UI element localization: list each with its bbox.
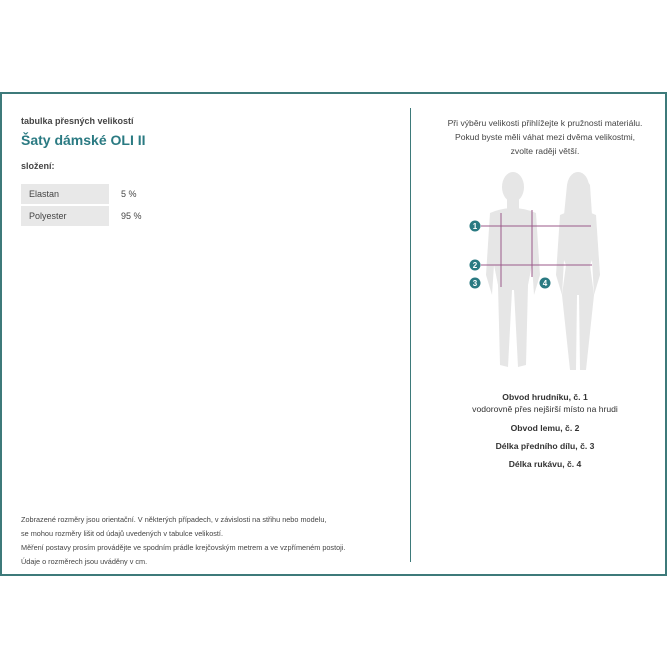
measure-title: Obvod lemu, č. 2 bbox=[510, 423, 580, 433]
measurement-legend: Obvod hrudníku, č. 1 vodorovně přes nejš… bbox=[425, 392, 665, 477]
male-silhouette bbox=[486, 172, 540, 367]
size-chart-frame bbox=[0, 92, 667, 576]
svg-text:4: 4 bbox=[543, 279, 548, 288]
size-hint: Při výběru velikosti přihlížejte k pružn… bbox=[425, 116, 665, 158]
svg-text:2: 2 bbox=[473, 261, 478, 270]
hint-line: zvolte raději větší. bbox=[510, 146, 580, 156]
marker-1: 1 bbox=[469, 220, 481, 232]
note-line: Údaje o rozměrech jsou uváděny v cm. bbox=[21, 557, 148, 566]
percent: 5 % bbox=[121, 189, 137, 199]
hint-line: Při výběru velikosti přihlížejte k pružn… bbox=[447, 118, 643, 128]
measurement-lines bbox=[481, 210, 592, 287]
female-silhouette bbox=[556, 172, 600, 370]
hint-line: Pokud byste měli váhat mezi dvěma veliko… bbox=[454, 132, 636, 142]
disclaimer: Zobrazené rozměry jsou orientační. V něk… bbox=[21, 513, 345, 569]
measure-desc: vodorovně přes nejširší místo na hrudi bbox=[472, 404, 618, 414]
body-measurement-figure: 1 2 3 4 bbox=[469, 172, 600, 370]
percent: 95 % bbox=[121, 211, 142, 221]
measure-title: Obvod hrudníku, č. 1 bbox=[502, 392, 588, 402]
composition-table: Elastan 5 % Polyester 95 % bbox=[21, 182, 154, 228]
note-line: Měření postavy prosím provádějte ve spod… bbox=[21, 543, 346, 552]
marker-4: 4 bbox=[539, 277, 551, 289]
chart-subtitle: tabulka přesných velikostí bbox=[21, 116, 134, 126]
table-row: Polyester 95 % bbox=[21, 206, 154, 226]
material: Elastan bbox=[21, 184, 109, 204]
svg-text:3: 3 bbox=[473, 279, 478, 288]
measure-title: Délka předního dílu, č. 3 bbox=[495, 441, 595, 451]
measure-title: Délka rukávu, č. 4 bbox=[508, 459, 582, 469]
note-line: Zobrazené rozměry jsou orientační. V něk… bbox=[21, 515, 327, 524]
product-title: Šaty dámské OLI II bbox=[21, 132, 146, 148]
svg-text:1: 1 bbox=[473, 222, 478, 231]
divider bbox=[410, 108, 411, 562]
composition-label: složení: bbox=[21, 161, 55, 171]
material: Polyester bbox=[21, 206, 109, 226]
table-row: Elastan 5 % bbox=[21, 184, 154, 204]
note-line: se mohou rozměry lišit od údajů uvedenýc… bbox=[21, 529, 223, 538]
marker-3: 3 bbox=[469, 277, 481, 289]
marker-2: 2 bbox=[469, 259, 481, 271]
